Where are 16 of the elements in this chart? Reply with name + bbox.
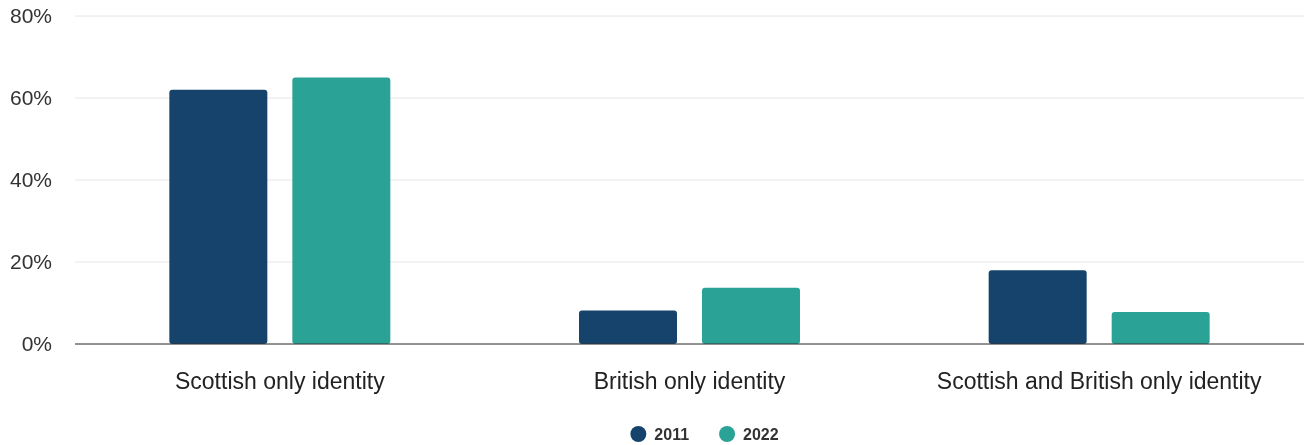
legend-label: 2011 (654, 425, 690, 443)
bar (292, 77, 391, 344)
bar (1111, 312, 1210, 344)
y-tick-label: 40% (9, 168, 52, 192)
y-tick-label: 0% (21, 332, 52, 356)
bar (702, 287, 800, 344)
x-tick-label: Scottish and British only identity (936, 368, 1263, 394)
bar (579, 310, 677, 344)
legend-label: 2022 (743, 425, 779, 443)
bar (988, 270, 1087, 344)
x-tick-label: Scottish only identity (175, 368, 386, 394)
x-tick-label: British only identity (593, 368, 786, 394)
y-tick-label: 20% (9, 250, 52, 274)
y-tick-label: 60% (9, 86, 52, 110)
bar (169, 89, 268, 344)
y-tick-label: 80% (9, 4, 52, 28)
